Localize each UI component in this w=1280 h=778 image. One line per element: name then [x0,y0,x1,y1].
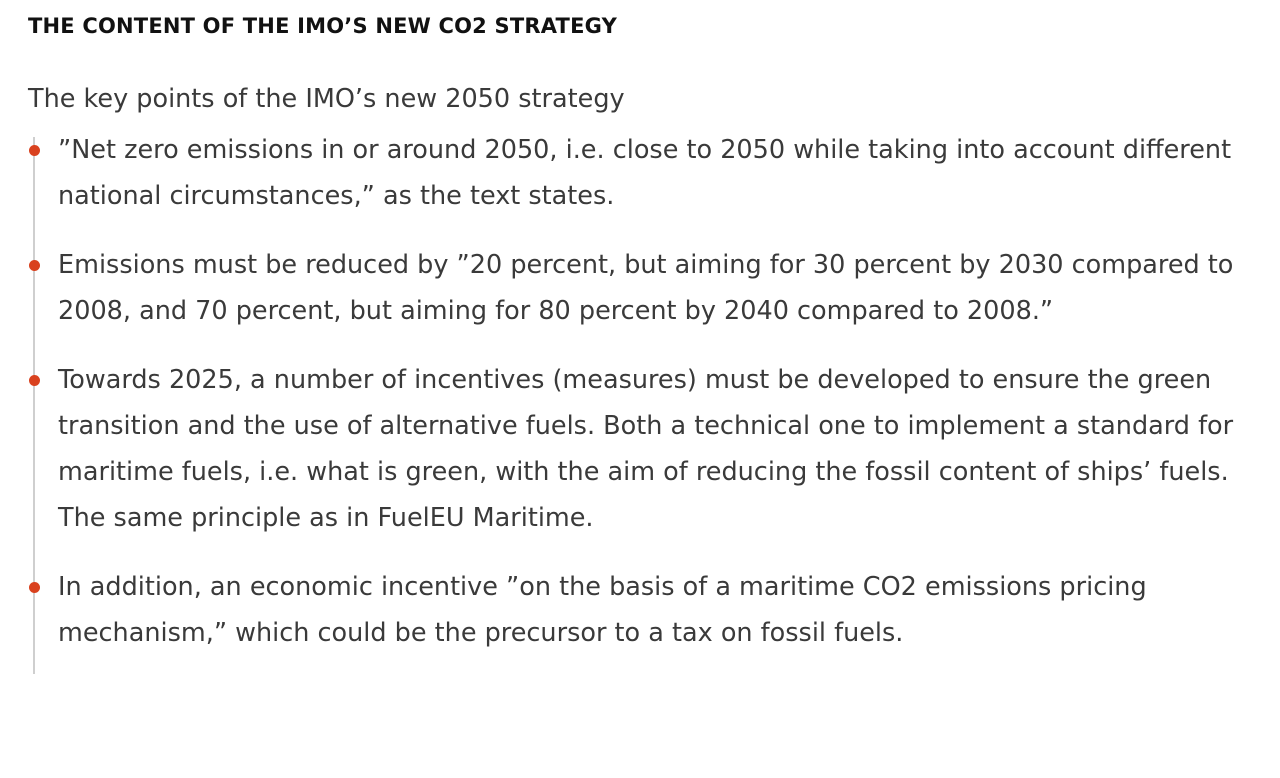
list-item: Emissions must be reduced by ”20 percent… [29,242,1268,334]
list-item: Towards 2025, a number of incentives (me… [29,357,1268,541]
timeline-line [33,137,35,674]
section-heading: THE CONTENT OF THE IMO’S NEW CO2 STRATEG… [28,14,617,38]
bullet-dot-icon [29,582,40,593]
list-item-text: ”Net zero emissions in or around 2050, i… [58,135,1232,211]
list-item: ”Net zero emissions in or around 2050, i… [29,127,1268,219]
bullet-dot-icon [29,145,40,156]
key-points-list: ”Net zero emissions in or around 2050, i… [28,127,1268,674]
intro-text: The key points of the IMO’s new 2050 str… [28,84,625,114]
list-item-text: In addition, an economic incentive ”on t… [58,572,1147,648]
list-item-text: Emissions must be reduced by ”20 percent… [58,250,1234,326]
article-section: THE CONTENT OF THE IMO’S NEW CO2 STRATEG… [28,10,1268,674]
bullet-dot-icon [29,260,40,271]
list-item-text: Towards 2025, a number of incentives (me… [58,365,1234,533]
list-item: In addition, an economic incentive ”on t… [29,564,1268,656]
bullet-dot-icon [29,375,40,386]
